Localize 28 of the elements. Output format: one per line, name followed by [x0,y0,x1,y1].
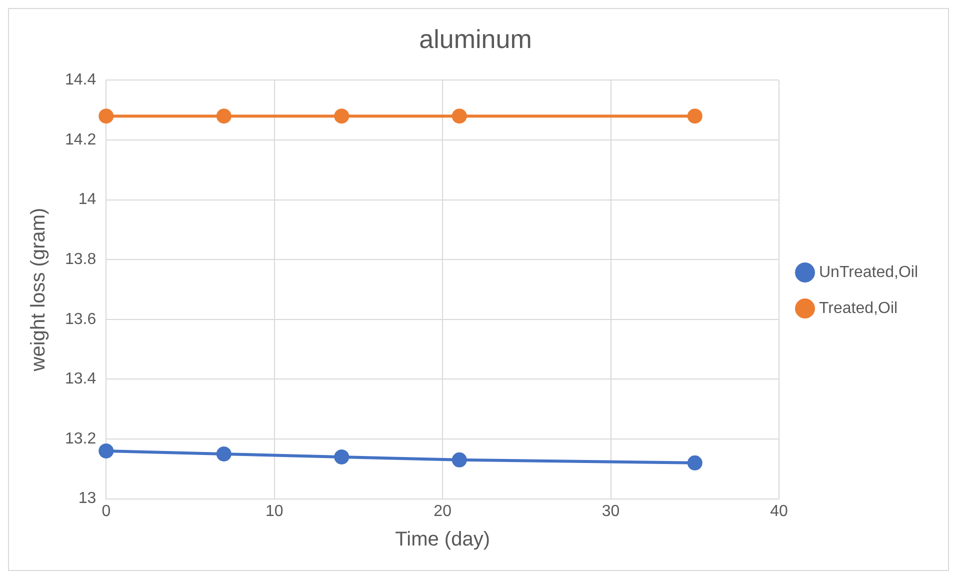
y-tick-label: 13 [78,490,96,508]
y-tick-label: 14.2 [65,131,96,148]
point [216,108,232,124]
point [334,108,350,124]
point [98,443,114,458]
x-tick-label: 0 [102,502,111,520]
y-tick-label: 14 [78,191,96,208]
point [216,446,232,462]
chart-title: aluminum [419,24,532,54]
x-tick-label: 10 [265,502,284,520]
point [687,108,702,124]
point [98,108,114,124]
y-tick-label: 13.6 [65,310,96,328]
y-tick-label: 13.4 [65,370,96,388]
y-axis-title: weight loss (gram) [28,208,50,372]
x-tick-label: 30 [602,502,620,520]
point [452,108,467,124]
legend-label: UnTreated,Oil [819,264,918,281]
legend-label: Treated,Oil [819,300,898,317]
x-axis-title: Time (day) [395,528,490,551]
y-tick-label: 13.8 [65,251,96,268]
y-tick-label: 14.4 [65,72,96,89]
x-tick-label: 20 [434,502,452,520]
point [452,452,467,468]
point [687,455,702,470]
y-tick-label: 13.2 [65,430,96,448]
x-tick-label: 40 [770,502,788,520]
point [334,449,350,464]
